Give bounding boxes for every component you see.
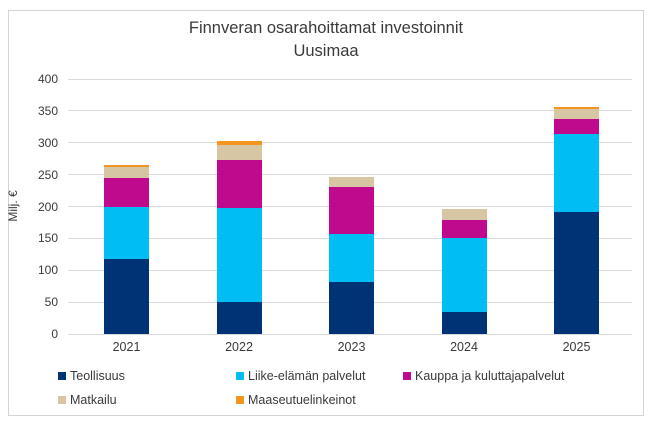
legend-swatch-icon [236,372,244,380]
legend-item-matkailu: Matkailu [58,393,117,407]
bar-segment-2022-kauppa-ja-kuluttajapalvelut [216,159,262,208]
legend-item-teollisuus: Teollisuus [58,369,125,383]
y-tick-label-400: 400 [37,72,58,86]
gridline-250 [68,174,632,176]
chart-border [8,10,644,416]
y-axis-title: Milj. € [6,190,20,222]
legend-label: Matkailu [70,392,117,407]
y-tick-label-100: 100 [37,263,58,278]
bar-segment-2021-matkailu [104,166,149,178]
gridline-0 [68,333,632,335]
bar-segment-2025-kauppa-ja-kuluttajapalvelut [554,119,599,135]
bar-segment-2024-teollisuus [441,312,487,334]
x-tick-label-2021: 2021 [112,340,141,354]
legend-label: Liike-elämän palvelut [248,368,366,383]
chart-title-line1: Finnveran osarahoittamat investoinnit [188,19,464,37]
y-tick-label-50: 50 [44,295,58,310]
gridline-350 [68,110,632,112]
bar-segment-2021-maaseutuelinkeinot [104,165,149,167]
bar-segment-2021-kauppa-ja-kuluttajapalvelut [104,177,149,207]
bar-segment-2023-teollisuus [329,281,374,334]
y-tick-label-300: 300 [37,135,58,150]
y-tick-label-200: 200 [37,199,58,214]
legend-label: Kauppa ja kuluttajapalvelut [415,368,565,383]
bar-segment-2024-matkailu [441,209,487,220]
bar-segment-2025-teollisuus [554,211,599,334]
bar-segment-2024-kauppa-ja-kuluttajapalvelut [441,219,487,239]
legend-swatch-icon [403,372,411,380]
bar-segment-2022-maaseutuelinkeinot [216,140,262,145]
legend-swatch-icon [58,396,66,404]
bar-segment-2023-matkailu [329,176,374,187]
legend-label: Maaseutuelinkeinot [248,392,356,407]
bar-segment-2022-matkailu [216,144,262,160]
legend-label: Teollisuus [70,368,125,383]
chart-title: Finnveran osarahoittamat investoinnit Uu… [0,17,652,63]
bar-segment-2022-teollisuus [216,302,262,334]
legend-item-kauppa-ja-kuluttajapalvelut: Kauppa ja kuluttajapalvelut [403,369,564,383]
gridline-400 [68,78,632,80]
legend-item-liike-el-m-n-palvelut: Liike-elämän palvelut [236,369,365,383]
gridline-300 [68,142,632,144]
bar-segment-2021-liike-el-m-n-palvelut [104,206,149,260]
bar-segment-2023-kauppa-ja-kuluttajapalvelut [329,186,374,234]
bar-segment-2021-teollisuus [104,259,149,334]
y-tick-label-250: 250 [37,167,58,182]
x-tick-label-2023: 2023 [337,340,366,354]
y-tick-label-350: 350 [37,103,58,118]
legend-item-maaseutuelinkeinot: Maaseutuelinkeinot [236,393,356,407]
bar-segment-2025-matkailu [554,108,599,120]
chart-title-line2: Uusimaa [293,42,359,60]
bar-segment-2025-liike-el-m-n-palvelut [554,134,599,212]
bar-segment-2025-maaseutuelinkeinot [554,107,599,109]
x-tick-label-2025: 2025 [562,340,591,354]
bar-segment-2022-liike-el-m-n-palvelut [216,207,262,303]
bar-segment-2024-liike-el-m-n-palvelut [441,238,487,313]
y-tick-label-150: 150 [37,231,58,246]
legend-swatch-icon [58,372,66,380]
bar-segment-2023-liike-el-m-n-palvelut [329,233,374,282]
x-tick-label-2022: 2022 [225,340,253,354]
y-tick-label-0: 0 [51,327,58,341]
x-tick-label-2024: 2024 [450,340,478,354]
legend-swatch-icon [236,396,244,404]
